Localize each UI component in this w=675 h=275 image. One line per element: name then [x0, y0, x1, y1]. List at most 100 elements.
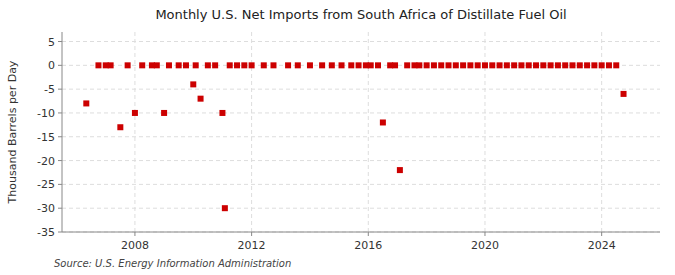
point: [139, 62, 145, 68]
point: [416, 62, 422, 68]
point: [227, 62, 233, 68]
point: [241, 62, 247, 68]
x-grid-line: [134, 32, 135, 232]
y-tick-label: -15: [37, 131, 55, 144]
point: [117, 124, 123, 130]
point: [431, 62, 437, 68]
point: [222, 205, 228, 211]
y-tick-label: -20: [37, 155, 55, 168]
x-tick: [601, 232, 602, 236]
point: [295, 62, 301, 68]
point: [319, 62, 325, 68]
x-tick: [368, 232, 369, 236]
point: [548, 62, 554, 68]
x-tick-label: 2012: [238, 239, 266, 252]
x-axis-line: [62, 232, 660, 233]
point: [511, 62, 517, 68]
y-tick: [58, 112, 62, 113]
point: [219, 110, 225, 116]
y-tick: [58, 160, 62, 161]
point: [166, 62, 172, 68]
x-tick-label: 2024: [588, 239, 616, 252]
x-grid-line: [601, 32, 602, 232]
point: [475, 62, 481, 68]
point: [193, 62, 199, 68]
point: [212, 62, 218, 68]
point: [83, 100, 89, 106]
x-tick: [134, 232, 135, 236]
title: Monthly U.S. Net Imports from South Afri…: [155, 7, 566, 22]
y-grid-line: [62, 232, 660, 233]
y-tick-label: 5: [48, 36, 55, 49]
point: [375, 62, 381, 68]
y-tick-label: -10: [37, 107, 55, 120]
grid: [62, 32, 660, 232]
point: [190, 81, 196, 87]
y-grid-line: [62, 184, 660, 185]
y-tick: [58, 65, 62, 66]
point: [526, 62, 532, 68]
point: [307, 62, 313, 68]
point: [234, 62, 240, 68]
point: [591, 62, 597, 68]
point: [380, 119, 386, 125]
point: [555, 62, 561, 68]
point: [613, 62, 619, 68]
point: [621, 91, 627, 97]
point: [329, 62, 335, 68]
point: [198, 96, 204, 102]
point: [599, 62, 605, 68]
y-tick-label: 0: [48, 59, 55, 72]
point: [176, 62, 182, 68]
point: [154, 62, 160, 68]
point: [504, 62, 510, 68]
point: [438, 62, 444, 68]
point: [482, 62, 488, 68]
point: [467, 62, 473, 68]
point: [497, 62, 503, 68]
x-grid-line: [484, 32, 485, 232]
x-tick-label: 2008: [121, 239, 149, 252]
point: [125, 62, 131, 68]
point: [562, 62, 568, 68]
point: [540, 62, 546, 68]
x-tick: [484, 232, 485, 236]
y-tick: [58, 208, 62, 209]
y-grid-line: [62, 208, 660, 209]
point: [404, 62, 410, 68]
point: [161, 110, 167, 116]
point: [261, 62, 267, 68]
point: [569, 62, 575, 68]
point: [397, 167, 403, 173]
y-grid-line: [62, 41, 660, 42]
y-tick: [58, 184, 62, 185]
y-tick-label: -30: [37, 202, 55, 215]
point: [460, 62, 466, 68]
y-grid-line: [62, 112, 660, 113]
point: [489, 62, 495, 68]
y-tick: [58, 136, 62, 137]
point: [356, 62, 362, 68]
source: Source: U.S. Energy Information Administ…: [54, 258, 291, 269]
x-grid-line: [368, 32, 369, 232]
point: [183, 62, 189, 68]
point: [518, 62, 524, 68]
point: [348, 62, 354, 68]
point: [368, 62, 374, 68]
point: [453, 62, 459, 68]
point: [606, 62, 612, 68]
y-tick-label: -35: [37, 226, 55, 239]
y-axis-label: Thousand Barrels per Day: [6, 60, 19, 204]
y-tick: [58, 41, 62, 42]
y-grid-line: [62, 136, 660, 137]
x-tick: [251, 232, 252, 236]
points: [83, 62, 626, 211]
y-tick: [58, 89, 62, 90]
point: [392, 62, 398, 68]
y-tick: [58, 232, 62, 233]
point: [285, 62, 291, 68]
y-axis-line: [62, 32, 63, 232]
point: [446, 62, 452, 68]
point: [533, 62, 539, 68]
x-tick-label: 2020: [471, 239, 499, 252]
